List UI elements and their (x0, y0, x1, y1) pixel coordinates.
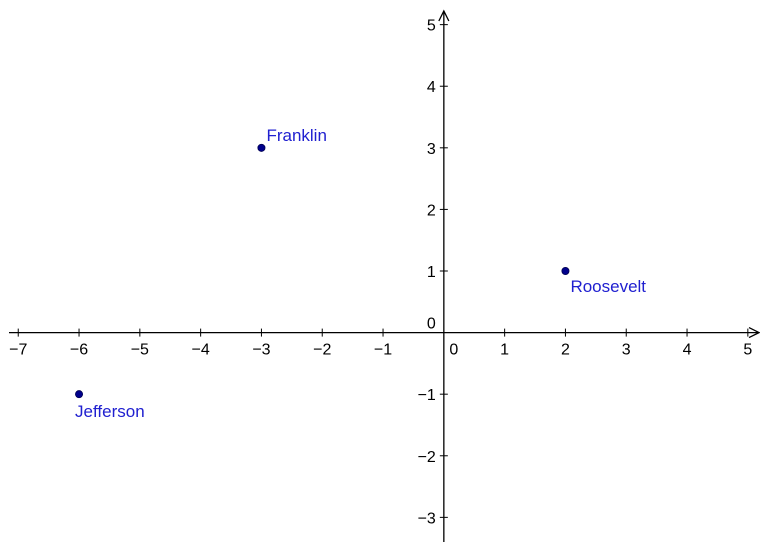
y-axis-arrow (438, 9, 450, 22)
x-tick-label: −7 (9, 342, 27, 359)
data-points: Franklin Roosevelt Jefferson (75, 126, 646, 421)
x-tick-label: 0 (449, 342, 458, 359)
y-tick-label: −1 (418, 387, 436, 404)
y-tick-label: 5 (427, 18, 436, 35)
x-tick-label: −5 (131, 342, 149, 359)
y-tick-label: −2 (418, 449, 436, 466)
x-ticks: −7 −6 −5 −4 −3 −2 −1 0 1 2 3 4 5 (9, 328, 752, 359)
y-tick-label: 4 (427, 79, 436, 96)
x-tick-label: 5 (743, 342, 752, 359)
x-tick-label: 4 (683, 342, 692, 359)
point-franklin (257, 143, 266, 152)
x-tick-label: −3 (252, 342, 270, 359)
y-ticks: −3 −2 −1 0 1 2 3 4 5 (418, 18, 448, 527)
x-axis-arrow (748, 327, 760, 339)
x-tick-label: 2 (561, 342, 570, 359)
point-jefferson (75, 390, 84, 399)
point-roosevelt (561, 266, 570, 275)
x-tick-label: −4 (192, 342, 210, 359)
y-tick-label: 0 (427, 316, 436, 333)
x-tick-label: −6 (70, 342, 88, 359)
x-tick-label: −2 (313, 342, 331, 359)
point-label-jefferson: Jefferson (75, 402, 145, 421)
y-tick-label: 1 (427, 264, 436, 281)
x-tick-label: 3 (622, 342, 631, 359)
point-label-roosevelt: Roosevelt (570, 277, 646, 296)
y-tick-label: 3 (427, 141, 436, 158)
point-label-franklin: Franklin (266, 126, 326, 145)
x-tick-label: 1 (500, 342, 509, 359)
y-tick-label: −3 (418, 510, 436, 527)
x-tick-label: −1 (374, 342, 392, 359)
y-tick-label: 2 (427, 202, 436, 219)
